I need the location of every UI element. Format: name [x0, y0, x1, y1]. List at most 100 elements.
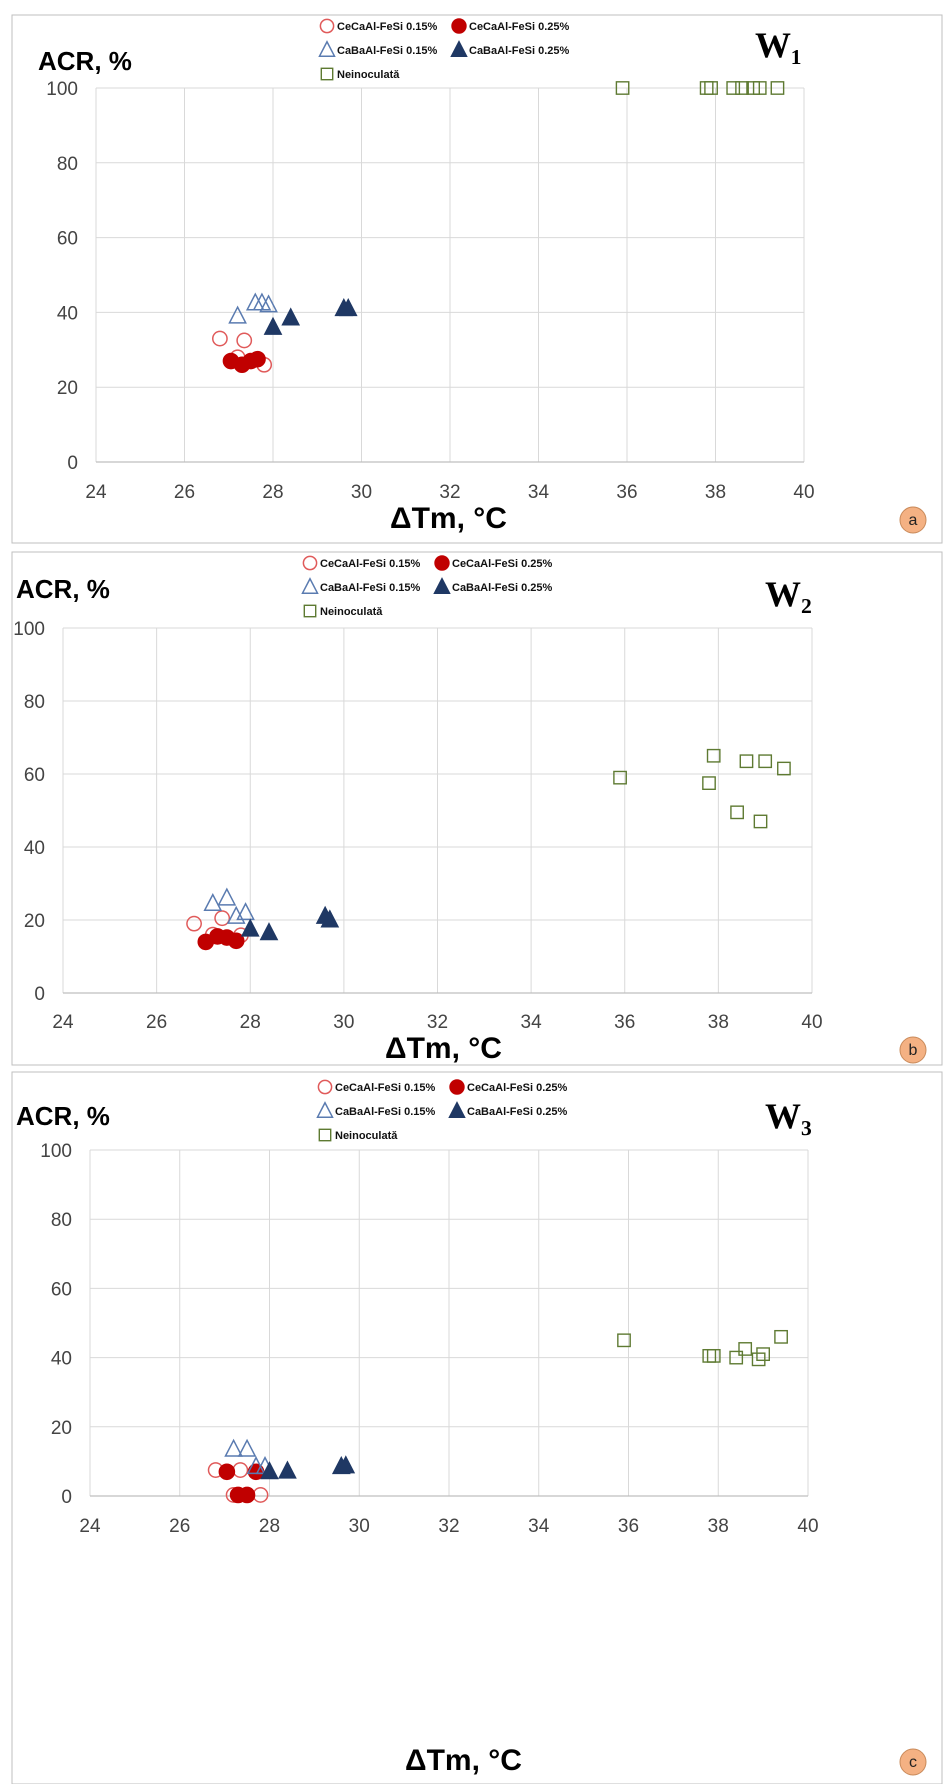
- y-tick-label: 60: [51, 1279, 72, 1300]
- data-point: [217, 887, 237, 906]
- x-tick-label: 28: [262, 482, 283, 503]
- data-point: [774, 1329, 788, 1344]
- data-point: [702, 776, 716, 791]
- panel-label: W₁: [755, 25, 802, 65]
- legend-marker: [450, 40, 468, 57]
- data-point: [726, 81, 741, 95]
- data-point: [706, 748, 721, 763]
- legend-marker: [434, 555, 450, 571]
- y-tick-label: 80: [57, 154, 78, 175]
- data-point: [224, 1438, 243, 1457]
- data-point: [320, 909, 340, 928]
- x-axis-label: ΔTm, °C: [405, 1744, 522, 1777]
- data-point: [186, 915, 202, 932]
- legend-entry: CeCaAl-FeSi 0.25%: [452, 558, 552, 570]
- badge-label: b: [909, 1042, 918, 1059]
- legend-marker: [433, 577, 451, 594]
- x-tick-label: 38: [708, 1516, 729, 1537]
- y-tick-label: 60: [24, 765, 45, 786]
- legend-marker: [318, 40, 336, 57]
- data-point: [238, 1486, 256, 1504]
- x-tick-label: 36: [616, 482, 637, 503]
- x-tick-label: 26: [169, 1516, 190, 1537]
- data-point: [227, 932, 245, 950]
- data-point: [758, 754, 773, 769]
- legend-entry: Neinoculată: [337, 69, 400, 81]
- data-point: [263, 316, 283, 335]
- legend-entry: CaBaAl-FeSi 0.25%: [452, 582, 552, 594]
- data-point: [704, 81, 718, 95]
- x-tick-label: 26: [174, 482, 195, 503]
- x-tick-label: 28: [240, 1012, 261, 1033]
- y-tick-label: 0: [67, 453, 78, 474]
- legend-marker: [317, 1079, 333, 1095]
- chart-panel-a: 24 26 28 30 32 34 36 38 40 0 20 40 60 80 100 ACR, % ΔTm,…: [11, 14, 943, 544]
- data-point: [236, 902, 255, 921]
- y-tick-label: 20: [24, 911, 45, 932]
- legend-entry: CaBaAl-FeSi 0.15%: [337, 45, 437, 57]
- data-point: [218, 1463, 236, 1481]
- data-point: [249, 350, 266, 368]
- data-point: [228, 305, 247, 324]
- badge-circle: [899, 1036, 927, 1064]
- x-tick-label: 38: [705, 482, 726, 503]
- x-tick-label: 34: [528, 482, 550, 503]
- legend-entry: CeCaAl-FeSi 0.25%: [469, 21, 569, 33]
- x-tick-label: 40: [797, 1516, 818, 1537]
- x-tick-label: 36: [618, 1516, 639, 1537]
- badge-label: a: [909, 512, 918, 529]
- data-point: [752, 81, 767, 95]
- y-tick-label: 60: [57, 229, 78, 250]
- y-tick-label: 80: [51, 1210, 72, 1231]
- legend-marker: [451, 18, 467, 34]
- x-tick-label: 36: [614, 1012, 635, 1033]
- y-tick-label: 80: [24, 692, 45, 713]
- legend-marker: [320, 67, 334, 81]
- x-tick-label: 30: [351, 482, 372, 503]
- panel-frame: [11, 14, 943, 544]
- data-point: [730, 805, 744, 820]
- legend-marker: [448, 1101, 466, 1118]
- x-tick-label: 24: [79, 1516, 101, 1537]
- legend-marker: [302, 555, 318, 571]
- x-tick-label: 24: [52, 1012, 74, 1033]
- badge-circle: [899, 506, 927, 534]
- data-point: [777, 761, 791, 776]
- x-tick-label: 24: [85, 482, 107, 503]
- data-point: [278, 1460, 297, 1479]
- y-tick-label: 0: [34, 984, 45, 1005]
- y-tick-label: 40: [24, 838, 45, 859]
- x-tick-label: 40: [801, 1012, 822, 1033]
- legend-entry: Neinoculată: [335, 1130, 398, 1142]
- legend-marker: [449, 1079, 465, 1095]
- x-tick-label: 26: [146, 1012, 167, 1033]
- badge-label: c: [909, 1754, 917, 1771]
- legend-marker: [316, 1101, 334, 1118]
- legend-entry: CeCaAl-FeSi 0.15%: [320, 558, 420, 570]
- data-point: [706, 1348, 721, 1363]
- data-point: [615, 81, 630, 95]
- legend-entry: CeCaAl-FeSi 0.15%: [335, 1082, 435, 1094]
- y-tick-label: 40: [51, 1349, 72, 1370]
- x-tick-label: 40: [793, 482, 814, 503]
- x-tick-label: 32: [427, 1012, 448, 1033]
- legend-entry: CaBaAl-FeSi 0.25%: [467, 1106, 567, 1118]
- legend-entry: CaBaAl-FeSi 0.15%: [335, 1106, 435, 1118]
- data-point: [259, 294, 278, 313]
- legend-marker: [301, 577, 319, 594]
- data-point: [751, 1352, 766, 1367]
- legend-entry: CaBaAl-FeSi 0.15%: [320, 582, 420, 594]
- data-point: [281, 307, 301, 326]
- data-point: [770, 81, 785, 95]
- data-point: [738, 1342, 753, 1356]
- chart-panel-c: 24 26 28 30 32 34 36 38 40 0 20 40 60 80 100 ACR, % ΔTm,…: [11, 1071, 943, 1784]
- x-tick-label: 38: [708, 1012, 729, 1033]
- x-tick-label: 28: [259, 1516, 280, 1537]
- panel-frame: [11, 551, 943, 1066]
- chart-panel-b: 24 26 28 30 32 34 36 38 40 0 20 40 60 80 100 ACR, % ΔTm,…: [11, 551, 943, 1066]
- legend-marker: [319, 18, 335, 34]
- data-point: [739, 754, 754, 769]
- y-tick-label: 100: [40, 1141, 72, 1162]
- data-point: [259, 922, 279, 941]
